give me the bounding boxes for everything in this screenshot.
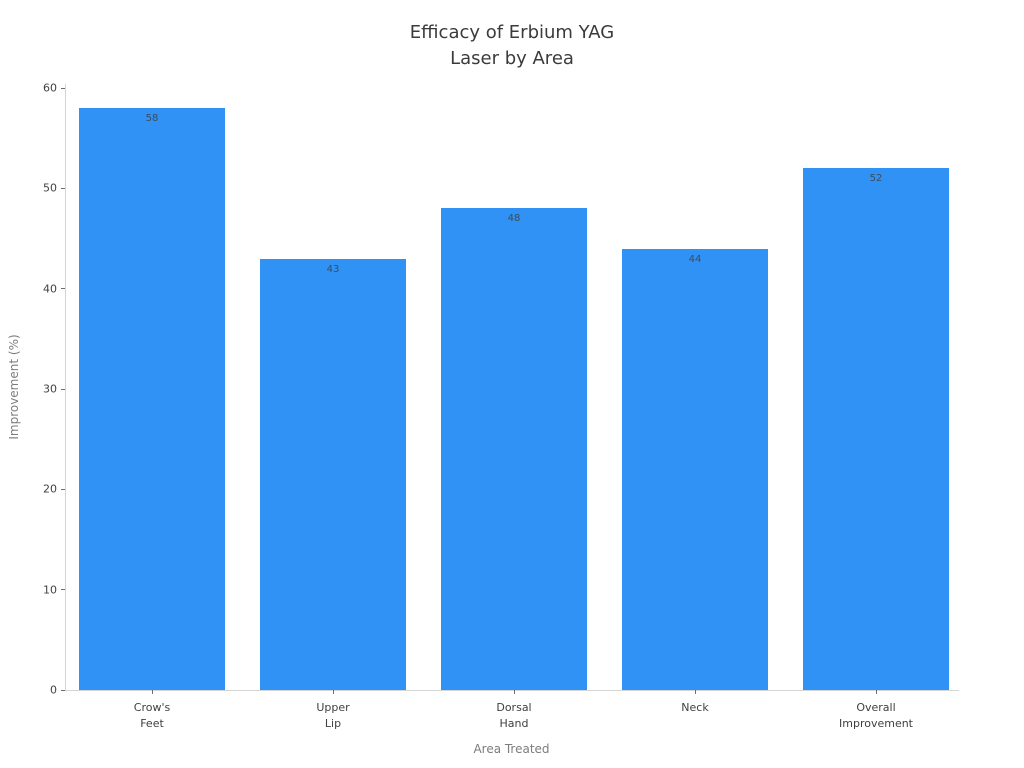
x-tick-label-line: Upper: [316, 701, 350, 714]
y-tick-mark-20: [61, 488, 65, 490]
x-tick-mark-overall-improvement: [875, 690, 877, 694]
x-tick-label-dorsal-hand: Dorsal Hand: [429, 700, 599, 732]
bar-upper-lip: 43: [260, 258, 406, 690]
y-tick-label-60: 60: [43, 81, 57, 95]
x-tick-label-line: Feet: [140, 717, 164, 730]
x-tick-label-line: Lip: [324, 717, 342, 730]
bar-value-label-overall-improvement: 52: [869, 173, 883, 185]
x-tick-label-line: Hand: [499, 717, 529, 730]
y-tick-label-50: 50: [43, 181, 57, 195]
y-tick-label-40: 40: [43, 282, 57, 296]
y-tick-mark-10: [61, 589, 65, 591]
bar-value-label-dorsal-hand: 48: [507, 213, 521, 225]
x-tick-label-line: Dorsal: [496, 701, 532, 714]
chart-title-line-2: Laser by Area: [450, 48, 574, 69]
y-tick-label-10: 10: [43, 583, 57, 597]
y-tick-mark-50: [61, 187, 65, 189]
bar-dorsal-hand: 48: [441, 208, 587, 690]
y-tick-mark-0: [61, 689, 65, 691]
y-tick-mark-60: [61, 87, 65, 89]
y-tick-label-0: 0: [50, 683, 57, 697]
x-tick-label-upper-lip: Upper Lip: [248, 700, 418, 732]
x-tick-label-crows-feet: Crow's Feet: [67, 700, 237, 732]
bar-crows-feet: 58: [79, 108, 225, 690]
plot-area: 0 10 20 30 40 50 60 58 Crow's Feet 43 Upper Lip 48 Dor…: [43, 82, 959, 730]
x-tick-label-neck: Neck: [610, 700, 780, 716]
y-tick-label-20: 20: [43, 482, 57, 496]
y-tick-mark-40: [61, 288, 65, 290]
bar-value-label-upper-lip: 43: [326, 263, 340, 275]
bar-value-label-neck: 44: [688, 253, 702, 265]
x-tick-label-line: Neck: [681, 701, 709, 714]
x-tick-label-line: Overall: [856, 701, 896, 714]
x-tick-mark-upper-lip: [332, 690, 334, 694]
chart-title-line-1: Efficacy of Erbium YAG: [409, 22, 615, 43]
x-axis-label: Area Treated: [473, 742, 550, 756]
x-tick-mark-dorsal-hand: [513, 690, 515, 694]
bar-neck: 44: [622, 248, 768, 690]
y-tick-label-30: 30: [43, 382, 57, 396]
bar-value-label-crows-feet: 58: [145, 113, 159, 125]
x-tick-label-line: Improvement: [839, 717, 913, 730]
bar-overall-improvement: 52: [803, 168, 949, 690]
y-tick-mark-30: [61, 388, 65, 390]
x-tick-label-line: Crow's: [133, 701, 171, 714]
x-tick-mark-neck: [694, 690, 696, 694]
x-tick-label-overall-improvement: Overall Improvement: [791, 700, 961, 732]
x-tick-mark-crows-feet: [151, 690, 153, 694]
chart-title: Efficacy of Erbium YAG Laser by Area: [0, 20, 1024, 72]
